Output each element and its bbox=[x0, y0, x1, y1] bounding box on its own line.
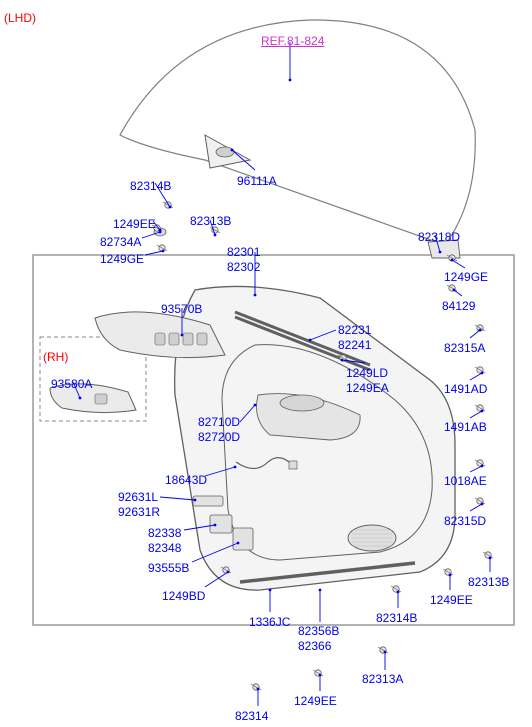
label-p1249ge2: 1249GE bbox=[444, 271, 488, 283]
label-p82231: 82231 bbox=[338, 324, 371, 336]
label-p82314: 82314 bbox=[235, 710, 268, 722]
label-p82348: 82348 bbox=[148, 542, 181, 554]
label-p93555b: 93555B bbox=[148, 562, 189, 574]
label-p82313b: 82313B bbox=[190, 215, 231, 227]
label-p82314b: 82314B bbox=[130, 180, 171, 192]
label-p1249ea: 1249EA bbox=[346, 382, 389, 394]
leader-line bbox=[470, 330, 480, 338]
label-lhd: (LHD) bbox=[4, 12, 36, 24]
label-p1249ee1: 1249EE bbox=[113, 218, 156, 230]
pocket-part bbox=[210, 515, 232, 533]
leader-line bbox=[470, 373, 482, 380]
label-p96111a: 96111A bbox=[237, 175, 277, 187]
label-p93580a: 93580A bbox=[51, 378, 92, 390]
label-p1249ee2: 1249EE bbox=[430, 594, 473, 606]
label-p18643d: 18643D bbox=[165, 474, 207, 486]
label-p1249ee3: 1249EE bbox=[294, 695, 337, 707]
label-p82720d: 82720D bbox=[198, 431, 240, 443]
label-p1249ge1: 1249GE bbox=[100, 253, 144, 265]
label-p1336jc: 1336JC bbox=[249, 616, 290, 628]
label-p82366: 82366 bbox=[298, 640, 331, 652]
leader-line bbox=[160, 497, 195, 500]
label-p92631r: 92631R bbox=[118, 506, 160, 518]
label-p93570b: 93570B bbox=[161, 303, 202, 315]
leader-line bbox=[470, 504, 482, 511]
leader-line bbox=[470, 411, 482, 418]
courtesy-lamp bbox=[193, 496, 223, 506]
label-p82301: 82301 bbox=[227, 246, 260, 258]
label-p82313b2: 82313B bbox=[468, 576, 509, 588]
label-p82356b: 82356B bbox=[298, 625, 339, 637]
label-ref: REF.81-824 bbox=[261, 35, 324, 47]
label-p82315d: 82315D bbox=[444, 515, 486, 527]
label-p82318d: 82318D bbox=[418, 231, 460, 243]
label-p84129: 84129 bbox=[442, 300, 475, 312]
switch-93555b bbox=[233, 528, 253, 550]
label-p82734a: 82734A bbox=[100, 236, 141, 248]
leader-line bbox=[454, 290, 462, 296]
label-p1249ld: 1249LD bbox=[346, 367, 388, 379]
label-p1018ae: 1018AE bbox=[444, 475, 487, 487]
label-p92631l: 92631L bbox=[118, 491, 158, 503]
label-p82338: 82338 bbox=[148, 527, 181, 539]
label-p82241: 82241 bbox=[338, 339, 371, 351]
label-p1491ab: 1491AB bbox=[444, 421, 487, 433]
label-rh: (RH) bbox=[43, 351, 68, 363]
label-p82313a: 82313A bbox=[362, 673, 403, 685]
label-p82315a: 82315A bbox=[444, 342, 485, 354]
label-p82302: 82302 bbox=[227, 261, 260, 273]
label-p1491ad: 1491AD bbox=[444, 383, 487, 395]
label-p82710d: 82710D bbox=[198, 416, 240, 428]
label-p1249bd: 1249BD bbox=[162, 590, 205, 602]
label-p82314b2: 82314B bbox=[376, 612, 417, 624]
leader-line bbox=[470, 466, 482, 472]
leader-line bbox=[452, 260, 465, 268]
window-glass-outline bbox=[120, 20, 475, 245]
